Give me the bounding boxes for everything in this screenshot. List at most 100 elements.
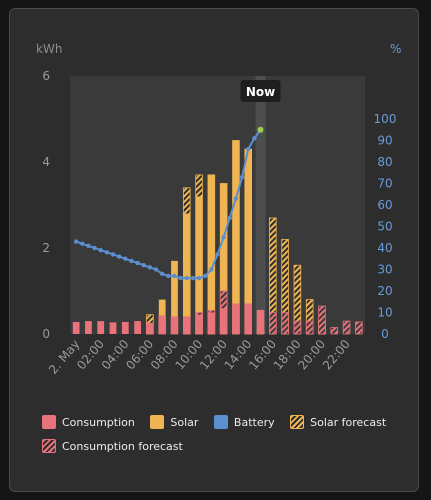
consumption-bar xyxy=(244,303,252,334)
right-axis-tick: 40 xyxy=(377,241,392,255)
battery-point xyxy=(123,256,128,261)
consumption-bar xyxy=(134,321,141,334)
battery-point xyxy=(147,265,153,270)
consumption-bar xyxy=(183,316,191,334)
battery-point xyxy=(92,245,97,251)
legend-label: Battery xyxy=(233,415,275,429)
right-axis-tick: 100 xyxy=(374,112,397,126)
now-label: Now xyxy=(246,85,275,99)
solar-bar xyxy=(207,174,215,334)
battery-point xyxy=(227,215,232,221)
consumption-forecast-bar xyxy=(330,327,339,335)
battery-point xyxy=(73,239,79,244)
battery-point xyxy=(257,126,264,133)
solar-bar xyxy=(195,196,203,334)
battery-point xyxy=(196,275,202,281)
consumption-forecast-bar xyxy=(293,320,302,335)
battery-point xyxy=(252,136,257,141)
x-axis-tick: 22:00 xyxy=(320,337,353,372)
battery-point xyxy=(221,235,226,240)
consumption-forecast-bar xyxy=(305,320,314,335)
battery-point xyxy=(209,267,214,272)
plot-area xyxy=(70,76,365,334)
left-axis-unit: kWh xyxy=(36,42,62,56)
battery-point xyxy=(239,174,245,180)
legend-label: Solar forecast xyxy=(310,415,387,429)
battery-point xyxy=(178,275,183,281)
x-axis-tick: 2. May xyxy=(46,337,82,377)
battery-point xyxy=(246,146,251,152)
consumption-bar xyxy=(220,308,228,334)
left-axis-tick: 2 xyxy=(42,241,50,255)
consumption-forecast-swatch xyxy=(42,439,56,453)
chart-legend: Consumption Solar Battery Solar forecast… xyxy=(42,415,402,463)
right-axis-tick: 90 xyxy=(377,134,392,148)
consumption-bar xyxy=(109,322,117,334)
left-axis-tick: 6 xyxy=(42,69,50,83)
right-axis-tick: 50 xyxy=(377,220,392,234)
right-axis-tick: 20 xyxy=(377,284,392,298)
legend-item-battery[interactable]: Battery xyxy=(213,415,275,429)
battery-point xyxy=(184,275,189,281)
legend-item-solar[interactable]: Solar xyxy=(150,415,198,429)
battery-point xyxy=(129,258,134,264)
solar-bar xyxy=(220,183,228,334)
battery-point xyxy=(86,243,91,249)
legend-label: Consumption forecast xyxy=(62,439,183,453)
consumption-bar xyxy=(195,314,203,334)
legend-item-consumption-forecast[interactable]: Consumption forecast xyxy=(42,439,183,453)
consumption-bar xyxy=(85,321,92,334)
right-axis-tick: 70 xyxy=(377,177,392,191)
right-axis-tick: 0 xyxy=(381,327,389,341)
consumption-bar xyxy=(146,323,154,334)
battery-point xyxy=(116,254,122,259)
battery-point xyxy=(233,196,239,201)
right-axis-unit: % xyxy=(390,42,401,56)
right-axis-tick: 10 xyxy=(377,306,392,320)
battery-point xyxy=(153,267,159,272)
consumption-bar xyxy=(158,315,166,334)
solar-swatch xyxy=(150,415,165,429)
legend-label: Consumption xyxy=(62,415,135,429)
consumption-bar xyxy=(207,312,215,334)
right-axis-tick: 60 xyxy=(377,198,392,212)
battery-point xyxy=(172,273,177,279)
consumption-forecast-bar xyxy=(281,312,289,335)
consumption-bar xyxy=(232,303,240,334)
battery-point xyxy=(98,247,103,253)
consumption-bar xyxy=(121,321,129,334)
consumption-bar xyxy=(257,310,264,334)
legend-item-consumption[interactable]: Consumption xyxy=(42,415,135,429)
right-axis-tick: 30 xyxy=(377,263,392,277)
battery-point xyxy=(166,273,171,279)
consumption-bar xyxy=(97,321,105,334)
battery-point xyxy=(80,241,85,246)
battery-swatch xyxy=(213,415,228,429)
consumption-bar xyxy=(171,316,178,334)
solar-bar xyxy=(183,213,191,334)
solar-forecast-swatch xyxy=(290,415,305,429)
battery-point xyxy=(159,271,165,276)
left-axis-tick: 4 xyxy=(42,155,50,169)
consumption-forecast-bar xyxy=(342,320,351,335)
solar-bar xyxy=(244,149,252,334)
solar-bar xyxy=(171,260,178,334)
battery-point xyxy=(110,252,116,257)
battery-point xyxy=(203,273,208,279)
consumption-forecast-bar xyxy=(355,321,363,335)
consumption-bar xyxy=(72,321,80,334)
battery-point xyxy=(104,250,110,255)
now-badge xyxy=(240,80,281,102)
solar-bar xyxy=(232,140,240,334)
left-axis-tick: 0 xyxy=(42,327,50,341)
battery-point xyxy=(215,252,220,257)
battery-point xyxy=(190,275,196,281)
consumption-forecast-bar xyxy=(318,305,326,335)
legend-item-solar-forecast[interactable]: Solar forecast xyxy=(290,415,386,429)
right-axis-tick: 80 xyxy=(377,155,392,169)
now-marker xyxy=(255,76,266,334)
consumption-forecast-bar xyxy=(269,312,277,335)
battery-point xyxy=(141,263,146,268)
battery-point xyxy=(135,260,140,266)
